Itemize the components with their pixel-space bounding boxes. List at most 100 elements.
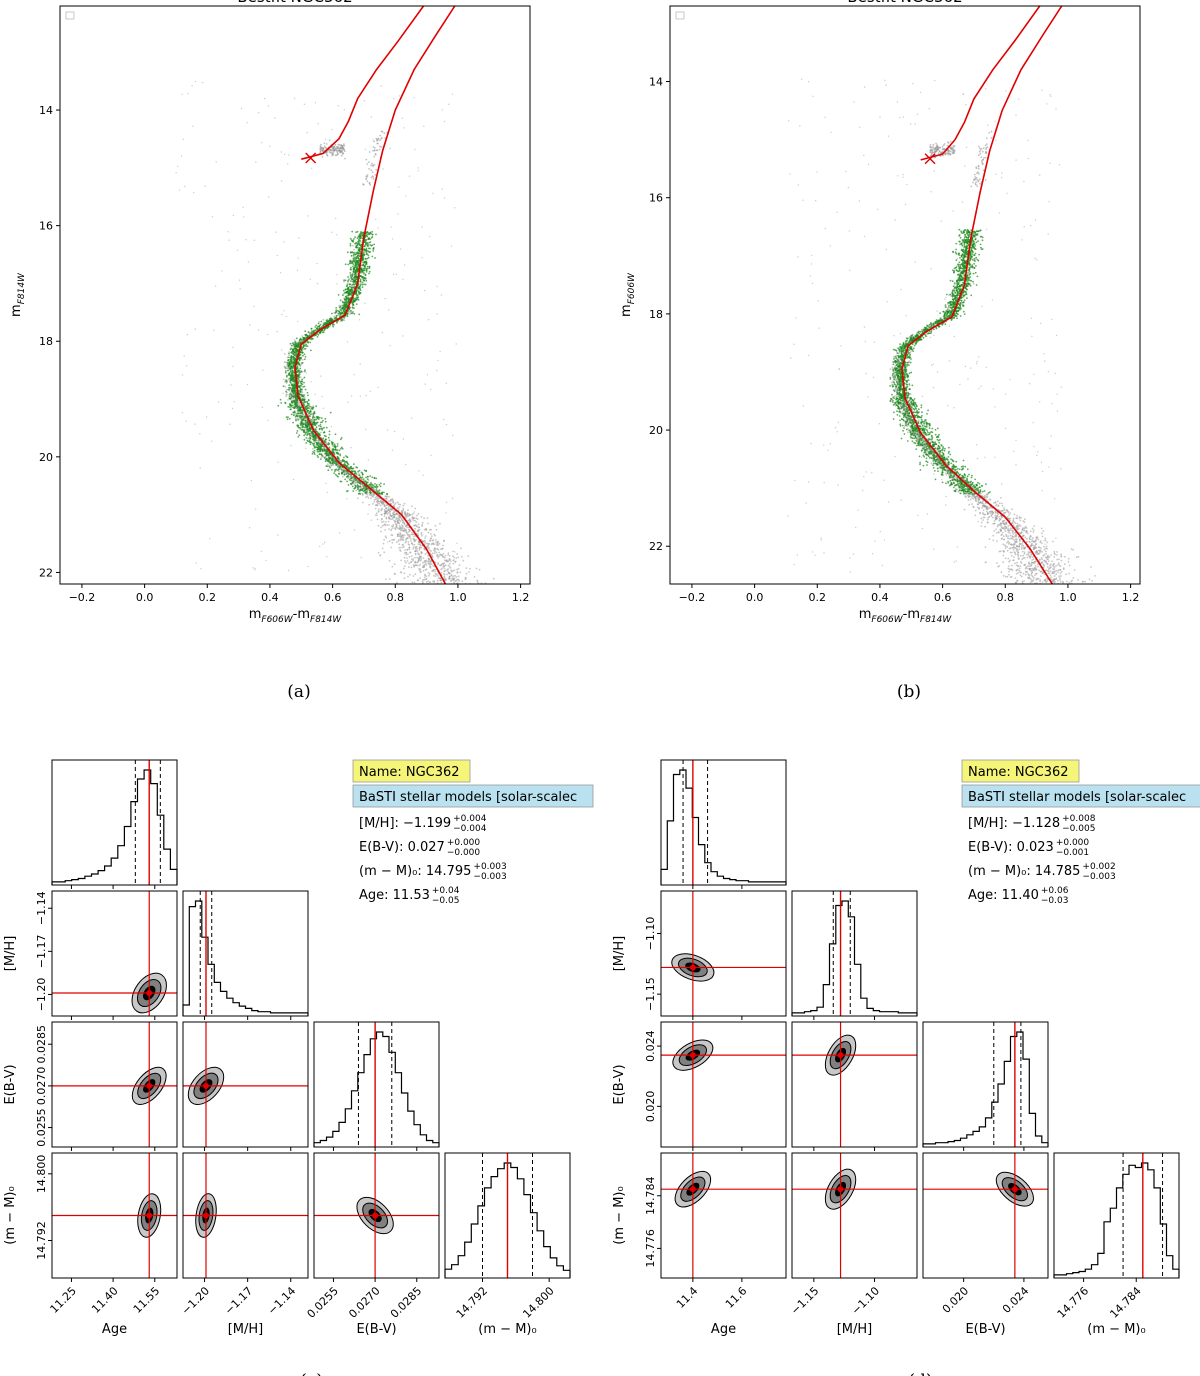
field-star	[443, 197, 446, 199]
cluster-star	[408, 519, 410, 522]
selected-star	[336, 321, 338, 324]
selected-star	[292, 364, 295, 367]
cluster-star	[417, 512, 420, 515]
cluster-star	[403, 529, 406, 532]
cluster-star	[413, 524, 415, 527]
cluster-star	[402, 504, 405, 507]
cluster-star	[424, 537, 426, 539]
field-star	[452, 434, 454, 437]
cluster-star	[426, 517, 429, 519]
field-star	[414, 148, 416, 151]
cluster-star	[284, 385, 287, 388]
selected-star	[310, 349, 312, 352]
selected-star	[288, 395, 291, 397]
selected-star	[292, 386, 294, 389]
rgb-bump-star	[366, 163, 369, 165]
field-star	[283, 310, 285, 312]
field-star	[330, 425, 333, 428]
selected-star	[303, 381, 305, 384]
cluster-star	[421, 521, 424, 524]
field-star	[281, 349, 283, 351]
selected-star	[355, 242, 358, 245]
cluster-star	[453, 581, 455, 584]
selected-star	[361, 255, 364, 257]
field-star	[408, 175, 411, 177]
cluster-star	[366, 493, 369, 495]
selected-star	[321, 454, 323, 457]
cluster-star	[418, 528, 421, 531]
selected-star	[344, 279, 347, 282]
field-star	[337, 105, 340, 107]
selected-star	[352, 269, 355, 271]
cluster-star	[390, 529, 393, 532]
selected-star	[289, 342, 292, 345]
selected-star	[290, 396, 293, 399]
selected-star	[355, 294, 358, 297]
cluster-star	[417, 552, 419, 554]
field-star	[180, 155, 183, 157]
cluster-star	[299, 376, 302, 379]
field-star	[391, 449, 394, 451]
selected-star	[292, 380, 294, 383]
selected-star	[365, 243, 368, 246]
cluster-star	[430, 535, 433, 537]
selected-star	[303, 348, 305, 350]
selected-star	[343, 279, 345, 282]
cluster-star	[390, 514, 392, 517]
cluster-star	[443, 570, 446, 573]
selected-star	[311, 419, 313, 421]
field-star	[411, 417, 413, 419]
selected-star	[363, 248, 366, 251]
selected-star	[363, 469, 366, 472]
cluster-star	[438, 555, 441, 557]
selected-star	[351, 261, 354, 264]
field-star	[436, 369, 438, 372]
selected-star	[298, 386, 301, 389]
hb-star	[326, 150, 329, 153]
selected-star	[356, 270, 359, 273]
cluster-star	[453, 577, 456, 580]
cluster-star	[464, 578, 467, 581]
cluster-star	[287, 378, 290, 380]
cluster-star	[413, 581, 416, 584]
field-star	[445, 382, 448, 384]
cluster-star	[401, 538, 404, 541]
cluster-star	[419, 577, 421, 579]
selected-star	[357, 251, 359, 254]
selected-star	[297, 369, 300, 372]
selected-star	[301, 418, 303, 420]
field-star	[386, 429, 389, 431]
cluster-star	[391, 500, 394, 502]
selected-star	[375, 487, 378, 489]
selected-star	[300, 357, 302, 359]
selected-star	[304, 355, 307, 358]
selected-star	[293, 384, 296, 386]
field-star	[423, 125, 425, 128]
field-star	[346, 498, 348, 500]
selected-star	[285, 380, 288, 383]
selected-star	[307, 404, 310, 407]
selected-star	[328, 458, 331, 461]
field-star	[440, 294, 442, 296]
selected-star	[291, 379, 293, 382]
selected-star	[323, 322, 326, 324]
selected-star	[303, 385, 306, 388]
selected-star	[299, 381, 302, 383]
selected-star	[308, 423, 311, 426]
field-star	[267, 196, 270, 198]
cluster-star	[459, 571, 462, 574]
selected-star	[339, 305, 342, 308]
selected-star	[356, 296, 359, 299]
field-star	[201, 81, 204, 84]
selected-star	[316, 417, 319, 420]
cluster-star	[397, 535, 399, 537]
selected-star	[295, 418, 297, 420]
field-star	[305, 447, 307, 450]
cluster-star	[285, 382, 288, 384]
cluster-star	[428, 547, 430, 549]
cluster-star	[438, 542, 441, 545]
cluster-star	[365, 496, 367, 499]
selected-star	[354, 261, 357, 264]
field-star	[325, 482, 327, 485]
selected-star	[303, 429, 305, 432]
